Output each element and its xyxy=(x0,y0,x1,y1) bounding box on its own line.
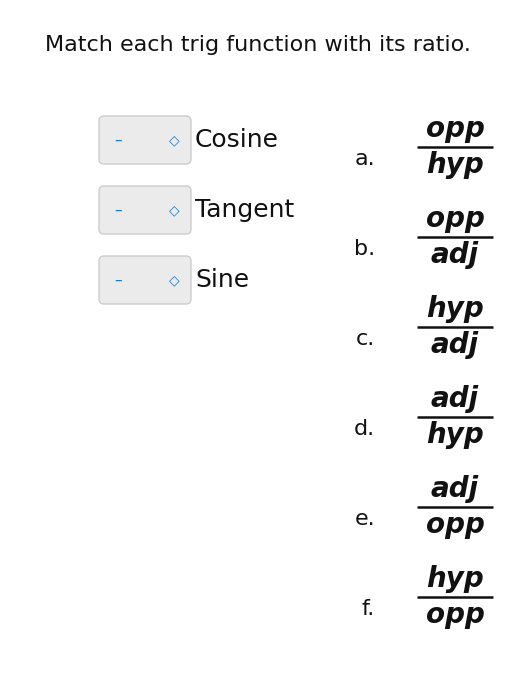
Text: adj: adj xyxy=(431,475,479,503)
Text: ◇: ◇ xyxy=(169,133,179,147)
Text: b.: b. xyxy=(354,239,375,259)
Text: e.: e. xyxy=(354,509,375,529)
Text: c.: c. xyxy=(356,329,375,349)
Text: –: – xyxy=(114,133,122,148)
Text: d.: d. xyxy=(354,419,375,439)
Text: ◇: ◇ xyxy=(169,203,179,217)
Text: Match each trig function with its ratio.: Match each trig function with its ratio. xyxy=(45,35,470,55)
Text: ◇: ◇ xyxy=(169,273,179,287)
Text: –: – xyxy=(114,272,122,287)
Text: adj: adj xyxy=(431,331,479,359)
Text: hyp: hyp xyxy=(426,565,484,593)
Text: opp: opp xyxy=(425,601,485,629)
Text: hyp: hyp xyxy=(426,295,484,323)
Text: adj: adj xyxy=(431,385,479,413)
Text: hyp: hyp xyxy=(426,421,484,449)
Text: hyp: hyp xyxy=(426,151,484,179)
Text: opp: opp xyxy=(425,115,485,143)
Text: f.: f. xyxy=(362,599,375,619)
Text: opp: opp xyxy=(425,205,485,233)
FancyBboxPatch shape xyxy=(99,186,191,234)
FancyBboxPatch shape xyxy=(99,256,191,304)
Text: –: – xyxy=(114,202,122,217)
Text: a.: a. xyxy=(354,149,375,169)
Text: Cosine: Cosine xyxy=(195,128,279,152)
Text: adj: adj xyxy=(431,241,479,269)
FancyBboxPatch shape xyxy=(99,116,191,164)
Text: opp: opp xyxy=(425,511,485,539)
Text: Tangent: Tangent xyxy=(195,198,294,222)
Text: Sine: Sine xyxy=(195,268,249,292)
